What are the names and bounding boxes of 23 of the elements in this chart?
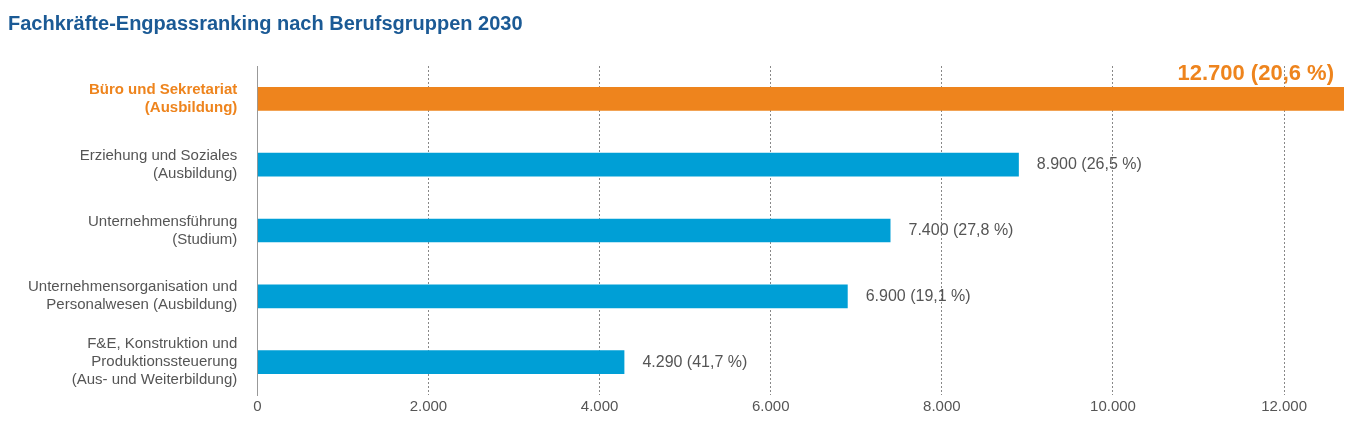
- x-tick-label: 4.000: [580, 397, 619, 415]
- data-label: 4.290 (41,7 %): [642, 352, 748, 370]
- bar: [257, 284, 848, 309]
- y-tick-label: Büro und Sekretariat (Ausbildung): [88, 80, 238, 116]
- data-label: 6.900 (19,1 %): [865, 286, 971, 304]
- data-label: 8.900 (26,5 %): [1036, 155, 1142, 173]
- y-tick-label: Erziehung und Soziales (Ausbildung): [79, 145, 238, 181]
- bar: [257, 350, 625, 374]
- y-tick-label: Unternehmensführung (Studium): [88, 211, 238, 247]
- x-tick-label: 0: [253, 397, 262, 415]
- chart-title: Fachkräfte-Engpassranking nach Berufsgruppen 2030: [8, 11, 523, 34]
- x-tick-label: 8.000: [923, 397, 961, 415]
- bar: [257, 218, 891, 243]
- data-label: 7.400 (27,8 %): [908, 220, 1014, 238]
- x-tick-label: 10.000: [1090, 397, 1136, 415]
- data-label: 12.700 (20,6 %): [1177, 60, 1334, 86]
- x-tick-label: 2.000: [409, 397, 448, 415]
- x-tick-label: 12.000: [1261, 397, 1308, 415]
- bar: [257, 87, 1344, 111]
- y-tick-label: F&E, Konstruktion und Produktionssteuerung (Aus- und Weiterbildung): [71, 334, 238, 388]
- y-tick-label: Unternehmensorganisation und Personalwesen (Ausbildung): [27, 277, 238, 313]
- x-tick-label: 6.000: [751, 397, 790, 415]
- bar: [257, 152, 1019, 177]
